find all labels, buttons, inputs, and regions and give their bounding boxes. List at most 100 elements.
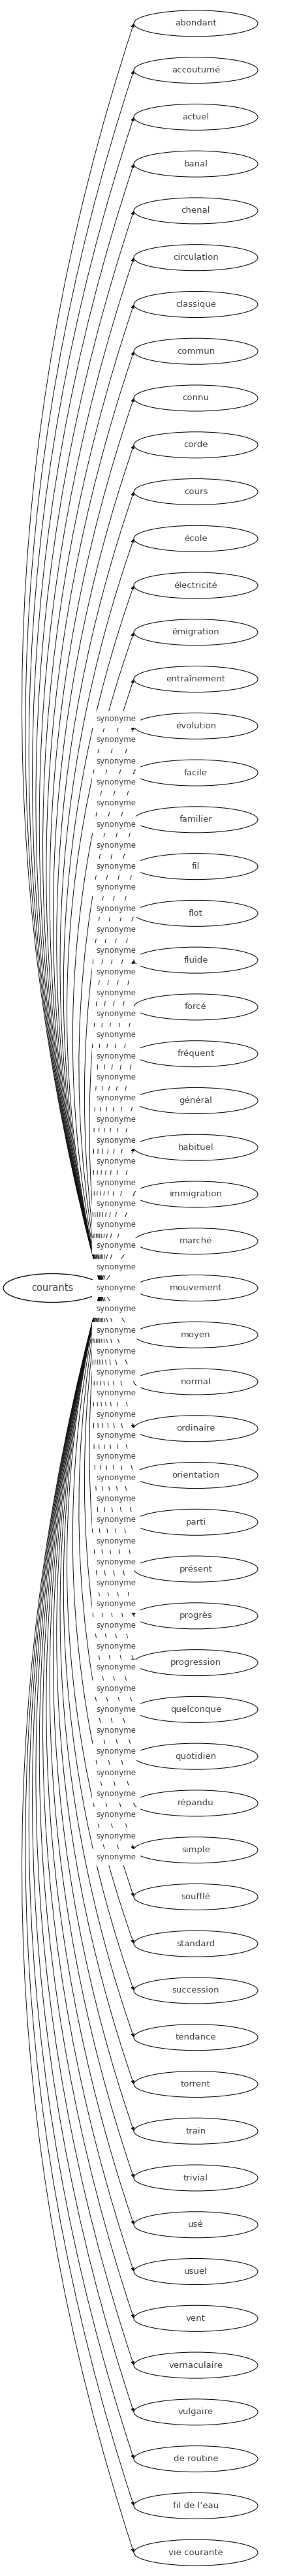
Text: synonyme: synonyme — [96, 1664, 136, 1672]
Text: train: train — [186, 2128, 206, 2136]
Text: familier: familier — [179, 817, 212, 824]
Text: synonyme: synonyme — [96, 1283, 136, 1293]
Text: synonyme: synonyme — [96, 1200, 136, 1208]
Text: normal: normal — [180, 1378, 211, 1386]
FancyArrowPatch shape — [22, 1288, 134, 2553]
Ellipse shape — [134, 1978, 258, 2004]
Ellipse shape — [134, 1698, 258, 1723]
Text: cours: cours — [184, 487, 208, 497]
Text: synonyme: synonyme — [96, 1790, 136, 1798]
Text: synonyme: synonyme — [96, 1453, 136, 1461]
FancyArrowPatch shape — [39, 1288, 134, 2318]
Text: connu: connu — [182, 394, 209, 402]
Text: tendance: tendance — [175, 2032, 216, 2043]
FancyArrowPatch shape — [43, 1288, 134, 2272]
Text: synonyme: synonyme — [96, 1095, 136, 1103]
FancyArrowPatch shape — [60, 538, 134, 1288]
Text: général: général — [179, 1097, 212, 1105]
FancyArrowPatch shape — [32, 1288, 134, 2411]
Text: synonyme: synonyme — [96, 969, 136, 976]
FancyArrowPatch shape — [84, 1288, 134, 1803]
Text: de routine: de routine — [173, 2455, 218, 2463]
Text: fil: fil — [192, 863, 200, 871]
Text: synonyme: synonyme — [96, 1409, 136, 1419]
FancyArrowPatch shape — [36, 211, 134, 1288]
FancyArrowPatch shape — [50, 1288, 134, 2177]
FancyArrowPatch shape — [101, 1149, 134, 1288]
FancyArrowPatch shape — [43, 304, 134, 1288]
Ellipse shape — [134, 714, 258, 739]
Ellipse shape — [134, 1182, 258, 1208]
Ellipse shape — [134, 1463, 258, 1489]
FancyArrowPatch shape — [79, 1288, 134, 1850]
Ellipse shape — [134, 760, 258, 786]
FancyArrowPatch shape — [101, 1288, 134, 1569]
Ellipse shape — [134, 57, 258, 82]
Text: immigration: immigration — [169, 1190, 222, 1198]
Text: accoutumé: accoutumé — [171, 67, 220, 75]
Text: synonyme: synonyme — [96, 1262, 136, 1270]
FancyArrowPatch shape — [46, 1288, 134, 2223]
FancyArrowPatch shape — [32, 165, 134, 1288]
FancyArrowPatch shape — [101, 1195, 134, 1288]
Ellipse shape — [134, 899, 258, 927]
Text: quelconque: quelconque — [170, 1705, 221, 1713]
Ellipse shape — [134, 526, 258, 551]
Ellipse shape — [134, 103, 258, 131]
Text: synonyme: synonyme — [96, 1221, 136, 1229]
Text: corde: corde — [184, 440, 208, 448]
FancyArrowPatch shape — [89, 1288, 134, 1757]
Text: synonyme: synonyme — [96, 1388, 136, 1399]
Text: synonyme: synonyme — [96, 1852, 136, 1862]
Text: synonyme: synonyme — [96, 842, 136, 850]
FancyArrowPatch shape — [73, 680, 134, 1288]
Text: synonyme: synonyme — [96, 1811, 136, 1819]
Text: courants: courants — [31, 1283, 73, 1293]
Ellipse shape — [134, 948, 258, 974]
FancyArrowPatch shape — [94, 1288, 134, 1708]
Text: synonyme: synonyme — [96, 1641, 136, 1651]
Text: synonyme: synonyme — [96, 1705, 136, 1713]
Text: fil de l’eau: fil de l’eau — [173, 2501, 219, 2509]
FancyArrowPatch shape — [22, 23, 134, 1288]
Text: synonyme: synonyme — [96, 863, 136, 871]
Text: synonyme: synonyme — [96, 1579, 136, 1587]
Text: synonyme: synonyme — [96, 925, 136, 935]
Ellipse shape — [134, 1837, 258, 1862]
Text: parti: parti — [186, 1517, 206, 1528]
FancyArrowPatch shape — [57, 492, 134, 1288]
Ellipse shape — [134, 1087, 258, 1113]
Text: torrent: torrent — [181, 2079, 211, 2089]
Ellipse shape — [134, 2117, 258, 2143]
Text: synonyme: synonyme — [96, 1747, 136, 1757]
Text: moyen: moyen — [181, 1332, 211, 1340]
Ellipse shape — [134, 152, 258, 178]
FancyArrowPatch shape — [29, 1288, 134, 2458]
FancyArrowPatch shape — [101, 1288, 134, 1427]
Ellipse shape — [134, 572, 258, 598]
Text: école: école — [184, 533, 208, 544]
Ellipse shape — [134, 1041, 258, 1066]
Text: synonyme: synonyme — [96, 1368, 136, 1376]
Ellipse shape — [134, 2071, 258, 2097]
Ellipse shape — [134, 1368, 258, 1394]
Text: synonyme: synonyme — [96, 1306, 136, 1314]
Ellipse shape — [134, 2352, 258, 2378]
Text: synonyme: synonyme — [96, 1620, 136, 1631]
Text: synonyme: synonyme — [96, 1115, 136, 1123]
Text: synonyme: synonyme — [96, 757, 136, 765]
Ellipse shape — [134, 853, 258, 878]
Ellipse shape — [134, 479, 258, 505]
Text: entraînement: entraînement — [166, 675, 226, 683]
Text: synonyme: synonyme — [96, 1074, 136, 1082]
Text: circulation: circulation — [173, 252, 219, 263]
FancyArrowPatch shape — [101, 1288, 133, 1334]
Text: synonyme: synonyme — [96, 1242, 136, 1249]
Ellipse shape — [134, 1414, 258, 1443]
Text: synonyme: synonyme — [96, 1494, 136, 1502]
Text: usuel: usuel — [184, 2267, 208, 2275]
FancyArrowPatch shape — [67, 634, 134, 1288]
FancyArrowPatch shape — [101, 1103, 134, 1288]
FancyArrowPatch shape — [53, 446, 134, 1288]
Text: standard: standard — [177, 1940, 215, 1947]
